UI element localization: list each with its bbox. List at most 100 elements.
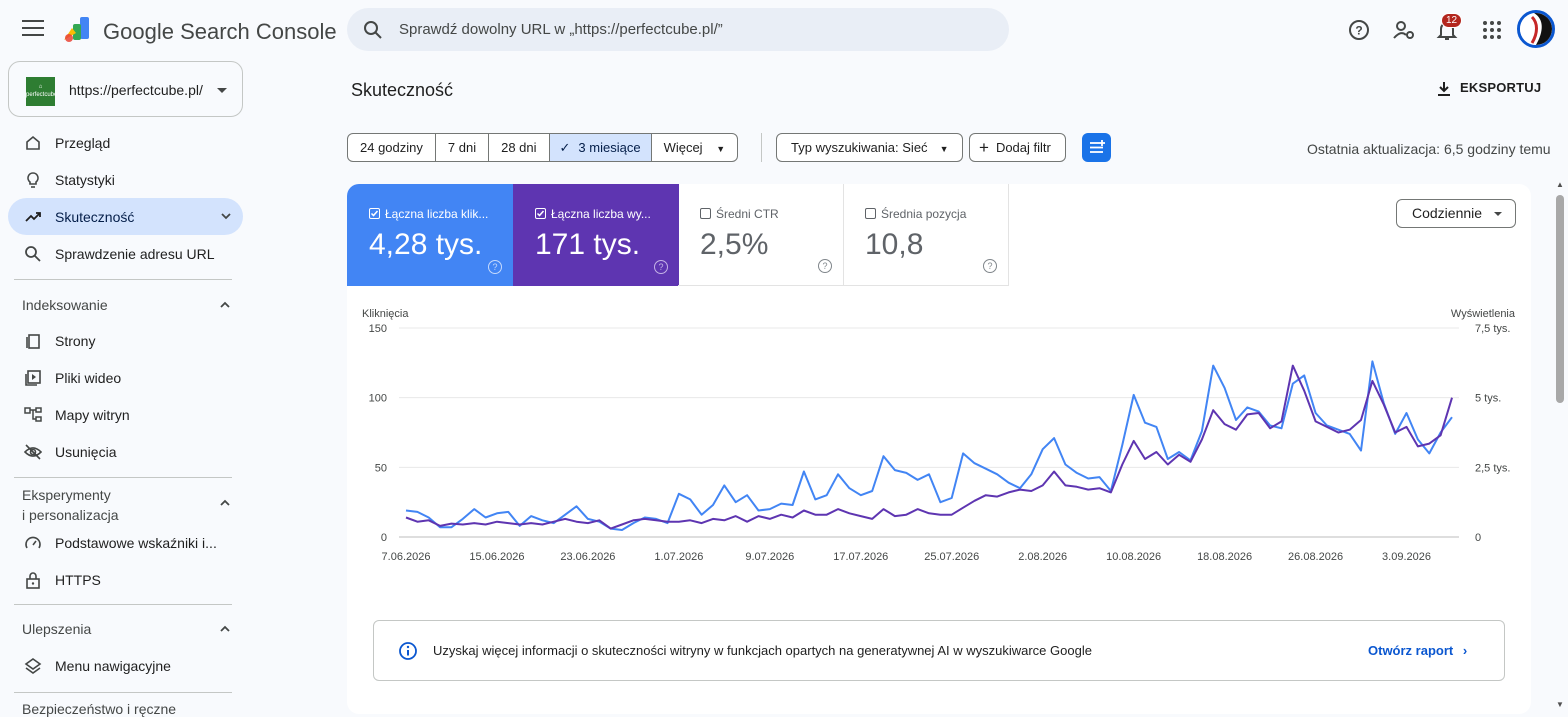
url-inspection-search[interactable] <box>347 8 1009 51</box>
divider <box>14 604 232 605</box>
range-28d-button[interactable]: 28 dni <box>489 134 550 161</box>
help-icon[interactable]: ? <box>654 260 668 274</box>
sidebar-item-label: Menu nawigacyjne <box>55 658 171 674</box>
metric-value: 10,8 <box>865 228 924 261</box>
search-input[interactable] <box>399 18 979 40</box>
sidebar-item-pages[interactable]: Strony <box>8 322 243 359</box>
open-report-label: Otwórz raport <box>1368 643 1454 658</box>
divider <box>14 279 232 280</box>
help-icon[interactable]: ? <box>818 259 832 273</box>
checkbox-checked-icon[interactable] <box>535 208 546 219</box>
sidebar-item-url-inspection[interactable]: Sprawdzenie adresu URL <box>8 235 243 272</box>
add-filter-label: Dodaj filtr <box>995 140 1051 155</box>
sitemap-icon <box>24 407 42 422</box>
search-icon <box>25 246 41 262</box>
metric-position[interactable]: Średnia pozycja 10,8 ? <box>843 184 1009 286</box>
chevron-up-icon[interactable] <box>219 623 231 635</box>
metric-label-text: Łączna liczba klik... <box>385 207 489 221</box>
sidebar-item-label: Statystyki <box>55 172 115 188</box>
metric-value: 4,28 tys. <box>369 228 483 261</box>
info-icon <box>399 642 417 660</box>
x-tick-label: 23.06.2026 <box>560 551 615 563</box>
sidebar-item-label: Strony <box>55 333 96 349</box>
sidebar-item-videos[interactable]: Pliki wideo <box>8 359 243 396</box>
sidebar-item-label: Usunięcia <box>55 444 117 460</box>
y-tick-right: 0 <box>1475 532 1481 544</box>
scrollbar-thumb[interactable] <box>1556 195 1564 403</box>
menu-icon[interactable] <box>22 20 44 38</box>
section-experiments[interactable]: Eksperymenty i personalizacja <box>22 487 119 523</box>
checkbox-unchecked-icon[interactable] <box>700 208 711 219</box>
eye-off-icon <box>24 444 42 460</box>
open-report-link[interactable]: Otwórz raport › <box>1368 643 1467 658</box>
sidebar-item-label: Mapy witryn <box>55 407 130 423</box>
sidebar-item-performance[interactable]: Skuteczność <box>8 198 243 235</box>
search-type-filter[interactable]: Typ wyszukiwania: Sieć ▼ <box>776 133 964 162</box>
metric-value: 171 tys. <box>535 228 641 261</box>
section-enhancements[interactable]: Ulepszenia <box>22 621 92 637</box>
property-selector[interactable]: ⌂ perfectcube https://perfectcube.pl/ <box>8 61 243 117</box>
x-tick-label: 2.08.2026 <box>1018 551 1067 563</box>
sidebar-item-sitemaps[interactable]: Mapy witryn <box>8 396 243 433</box>
granularity-select[interactable]: Codziennie <box>1396 199 1516 228</box>
filter-options-button[interactable] <box>1082 133 1111 162</box>
range-24h-button[interactable]: 24 godziny <box>348 134 436 161</box>
performance-card: Łączna liczba klik... 4,28 tys. ? Łączna… <box>347 184 1531 714</box>
filter-icon <box>1090 140 1105 153</box>
help-icon[interactable]: ? <box>983 259 997 273</box>
caret-down-icon <box>1494 212 1502 216</box>
metric-ctr[interactable]: Średni CTR 2,5% ? <box>678 184 844 286</box>
scroll-up-icon[interactable]: ▲ <box>1556 180 1564 189</box>
brand-google: Google <box>103 19 174 44</box>
divider <box>14 477 232 478</box>
page-scrollbar[interactable]: ▲ ▼ <box>1553 180 1568 709</box>
y-tick-left: 0 <box>381 532 387 544</box>
checkbox-unchecked-icon[interactable] <box>865 208 876 219</box>
export-button[interactable]: EKSPORTUJ <box>1436 80 1541 97</box>
sidebar-item-breadcrumbs[interactable]: Menu nawigacyjne <box>8 647 243 684</box>
metric-impressions[interactable]: Łączna liczba wy... 171 tys. ? <box>513 184 679 286</box>
sidebar-item-core-web-vitals[interactable]: Podstawowe wskaźniki i... <box>8 524 243 561</box>
divider <box>14 692 232 693</box>
range-3m-button[interactable]: ✓ 3 miesiące <box>549 134 652 161</box>
speed-icon <box>25 536 41 549</box>
y-tick-right: 5 tys. <box>1475 393 1501 405</box>
section-security[interactable]: Bezpieczeństwo i ręczne <box>22 701 177 717</box>
metric-value: 2,5% <box>700 228 769 261</box>
range-more-button[interactable]: Więcej ▼ <box>652 134 738 161</box>
x-tick-label: 10.08.2026 <box>1106 551 1161 563</box>
pages-icon <box>26 334 40 349</box>
help-icon[interactable]: ? <box>488 260 502 274</box>
chevron-up-icon[interactable] <box>219 299 231 311</box>
metric-label-text: Łączna liczba wy... <box>551 207 651 221</box>
y-tick-right: 7,5 tys. <box>1475 323 1510 335</box>
granularity-label: Codziennie <box>1412 205 1483 221</box>
sidebar-item-label: HTTPS <box>55 572 101 588</box>
sidebar-item-removals[interactable]: Usunięcia <box>8 433 243 470</box>
export-label: EKSPORTUJ <box>1460 80 1542 95</box>
chevron-right-icon: › <box>1462 643 1468 658</box>
add-filter-button[interactable]: + Dodaj filtr <box>969 133 1066 162</box>
sidebar-item-insights[interactable]: Statystyki <box>8 161 243 198</box>
sidebar-item-overview[interactable]: Przegląd <box>8 124 243 161</box>
chevron-up-icon[interactable] <box>219 497 231 509</box>
checkbox-checked-icon[interactable] <box>369 208 380 219</box>
y-axis-right-title: Wyświetlenia <box>1451 308 1516 320</box>
last-update-text: Ostatnia aktualizacja: 6,5 godziny temu <box>1307 141 1551 157</box>
property-favicon: ⌂ perfectcube <box>26 77 57 106</box>
ai-info-banner: Uzyskaj więcej informacji o skuteczności… <box>373 620 1505 681</box>
sidebar-item-https[interactable]: HTTPS <box>8 561 243 598</box>
scroll-down-icon[interactable]: ▼ <box>1556 700 1564 709</box>
account-avatar[interactable] <box>1517 10 1555 48</box>
user-settings-icon[interactable] <box>1392 18 1416 42</box>
y-tick-left: 50 <box>375 462 387 474</box>
range-7d-button[interactable]: 7 dni <box>436 134 490 161</box>
sidebar-item-label: Pliki wideo <box>55 370 122 386</box>
apps-grid-icon[interactable] <box>1480 18 1504 42</box>
search-console-logo <box>64 17 89 42</box>
metric-clicks[interactable]: Łączna liczba klik... 4,28 tys. ? <box>347 184 513 286</box>
help-icon[interactable]: ? <box>1347 18 1371 42</box>
x-tick-label: 26.08.2026 <box>1288 551 1343 563</box>
section-indexing[interactable]: Indeksowanie <box>22 297 108 313</box>
check-icon: ✓ <box>559 140 571 155</box>
